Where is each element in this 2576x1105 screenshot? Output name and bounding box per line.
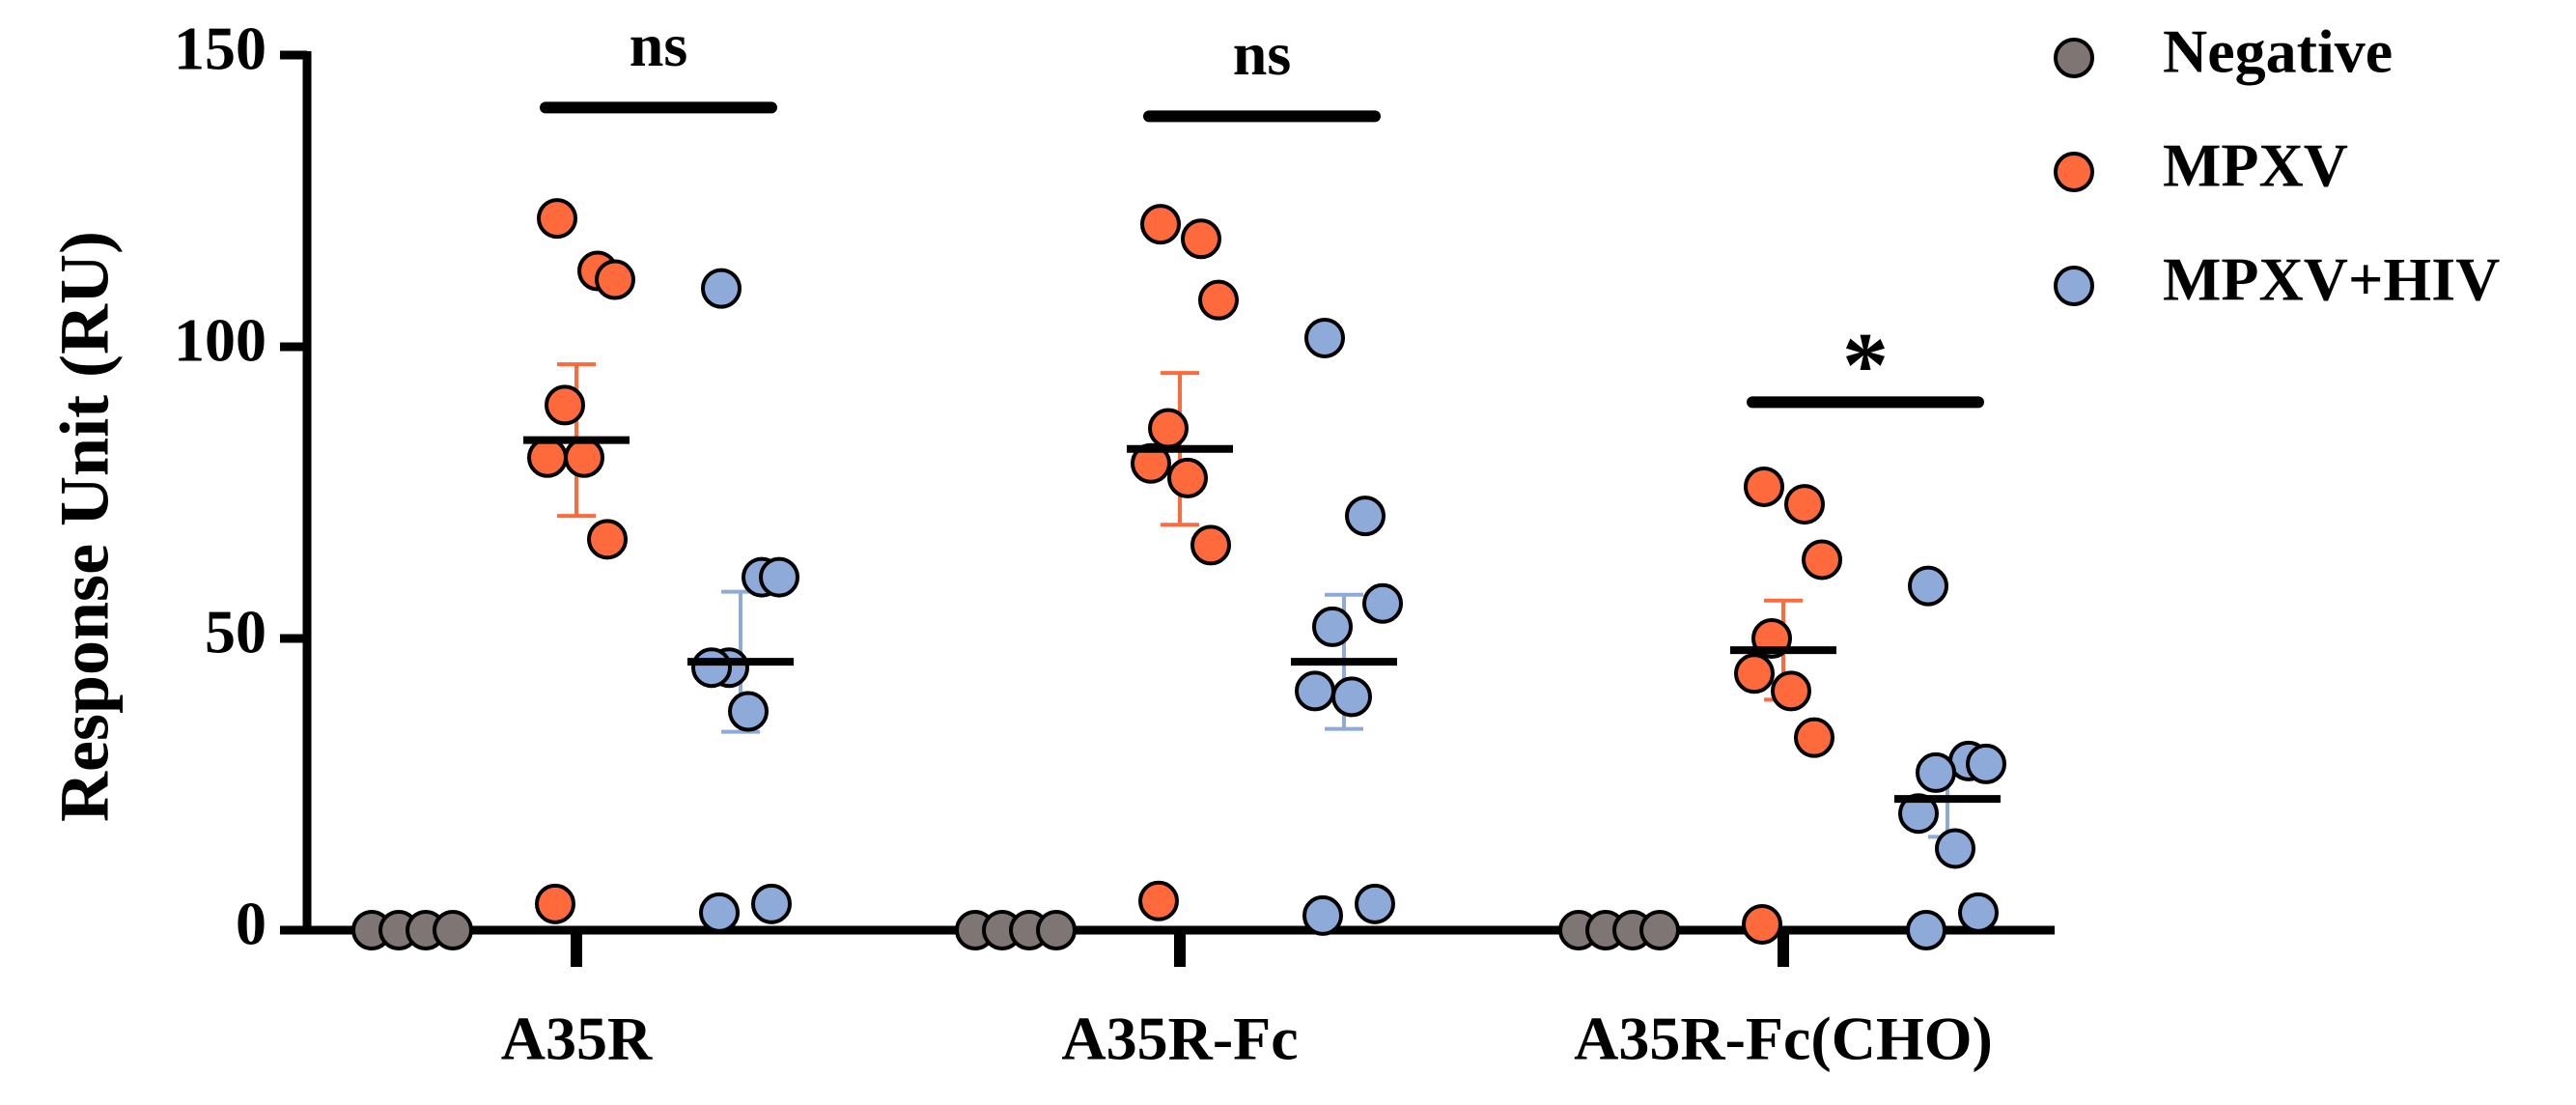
legend-label: Negative [2163,17,2393,86]
data-point-mpxv [1794,717,1834,758]
axes: 0 50 100 150 A35R A35R-Fc A35R-Fc(CHO) [174,14,2055,1073]
data-point-mpxv-hiv [1966,743,2006,784]
data-point-mpxv [564,437,604,478]
data-point-mpxv [1742,903,1782,945]
legend-label: MPXV+HIV [2163,245,2500,314]
data-point-mpxv-hiv [1958,892,1999,933]
data-point-mpxv [587,519,628,560]
data-point-mpxv-hiv [728,691,769,732]
data-point-mpxv [527,437,568,478]
legend-marker-mpxv [2054,152,2094,192]
data-point-mpxv-hiv [1908,565,1948,607]
data-point-mpxv-hiv [1916,751,1956,793]
y-axis-title: Response Unit (RU) [46,231,124,822]
legend: Negative MPXV MPXV+HIV [2054,17,2500,314]
data-point-mpxv-hiv [1935,828,1975,869]
y-tick-label: 50 [205,598,266,666]
data-point-mpxv [595,259,635,300]
data-point-mpxv [1198,279,1239,321]
data-point-mpxv-hiv [699,892,740,933]
data-point-mpxv [535,883,575,924]
data-point-mpxv [1148,408,1189,449]
data-point-mpxv [1138,880,1179,921]
y-tick-label: 100 [174,306,266,375]
data-point-mpxv [1190,524,1231,566]
y-tick-label: 0 [236,890,266,958]
legend-label: MPXV [2163,131,2348,200]
data-point-mpxv [1181,218,1221,260]
data-point-negative [1639,910,1680,950]
data-point-mpxv-hiv [1345,496,1386,537]
x-tick-label: A35R [501,1005,653,1073]
x-tick-label: A35R-Fc [1061,1005,1298,1073]
data-point-mpxv [1734,653,1775,694]
data-point-mpxv [1771,670,1811,712]
data-point-mpxv-hiv [1355,883,1395,924]
data-point-mpxv-hiv [691,647,732,689]
data-point-mpxv-hiv [1362,582,1403,624]
data-point-mpxv-hiv [1906,910,1946,950]
data-point-mpxv [545,384,585,426]
data-point-mpxv-hiv [1312,606,1353,647]
significance-label: ns [630,11,688,79]
data-point-negative [1036,910,1077,950]
data-point-mpxv-hiv [751,883,792,924]
data-point-mpxv-hiv [1331,676,1372,718]
data-point-mpxv-hiv [1295,670,1335,712]
legend-marker-mpxv-hiv [2054,266,2094,306]
significance-annotations: ns ns * [540,11,1984,416]
x-tick-label: A35R-Fc(CHO) [1574,1005,1993,1073]
data-point-mpxv-hiv [759,556,799,598]
data-point-negative [433,910,473,950]
significance-label: * [1842,313,1889,416]
data-point-mpxv [1744,466,1784,507]
data-point-mpxv-hiv [1302,894,1343,936]
legend-marker-negative [2054,38,2094,78]
data-point-mpxv-hiv [1304,317,1345,358]
data-point-mpxv [537,198,577,240]
significance-label: ns [1233,19,1292,88]
data-point-mpxv [1802,539,1842,581]
data-point-mpxv [1167,457,1208,498]
data-point-mpxv-hiv [701,268,742,309]
data-marks [351,198,2006,950]
data-point-mpxv [1784,484,1825,525]
data-point-mpxv [1140,204,1181,245]
y-tick-label: 150 [174,14,266,83]
